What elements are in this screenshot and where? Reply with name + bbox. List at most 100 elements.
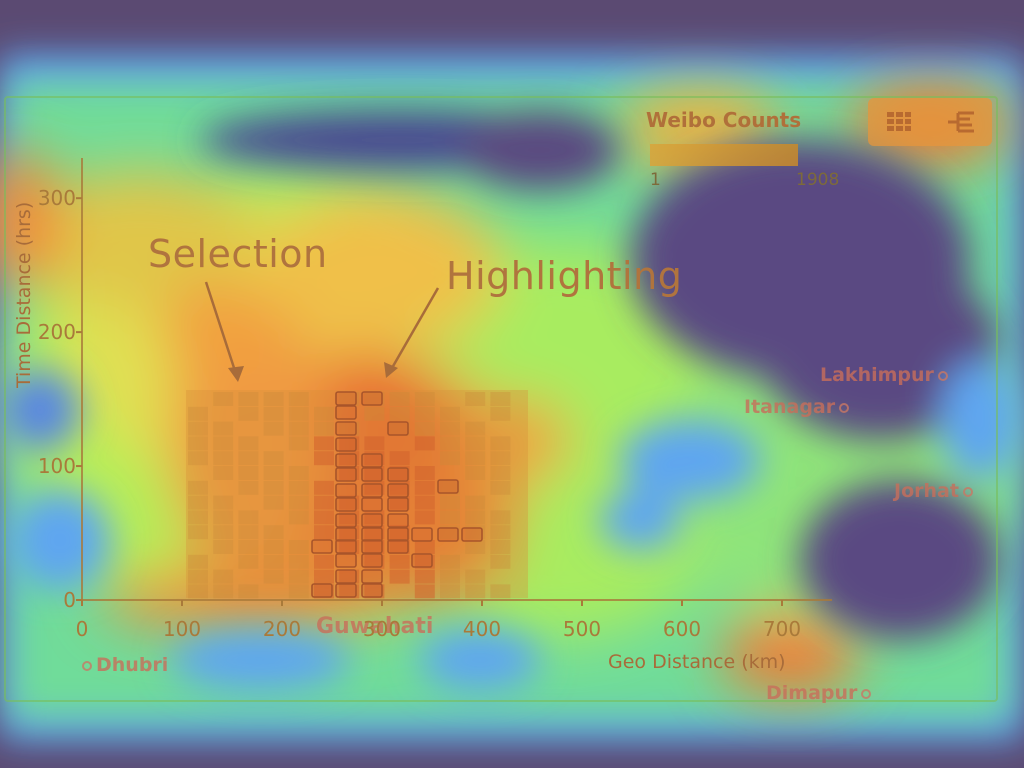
heatmap-cell[interactable]: [339, 392, 360, 406]
heatmap-cell[interactable]: [490, 480, 511, 495]
heatmap-cell[interactable]: [314, 510, 334, 525]
heatmap-cell[interactable]: [238, 540, 259, 554]
heatmap-cell[interactable]: [288, 466, 309, 480]
heatmap-cell[interactable]: [440, 584, 460, 599]
heatmap-cell[interactable]: [288, 406, 309, 421]
heatmap-cell[interactable]: [440, 421, 460, 436]
heatmap-cell[interactable]: [288, 392, 309, 406]
heatmap-cell[interactable]: [188, 569, 208, 584]
heatmap-cell[interactable]: [364, 554, 385, 569]
heatmap-cell[interactable]: [440, 436, 460, 451]
heatmap-cell[interactable]: [465, 540, 486, 554]
heatmap-cell[interactable]: [263, 466, 284, 480]
heatmap-cell[interactable]: [288, 540, 309, 554]
heatmap-cell[interactable]: [414, 510, 435, 525]
tree-view-button[interactable]: [939, 104, 983, 140]
heatmap-cell[interactable]: [490, 466, 511, 480]
heatmap-cell[interactable]: [465, 510, 486, 525]
heatmap-cell[interactable]: [263, 495, 284, 510]
heatmap-cell[interactable]: [364, 436, 385, 451]
heatmap-cell[interactable]: [238, 466, 259, 480]
heatmap-cell[interactable]: [465, 495, 486, 510]
heatmap-cell[interactable]: [263, 540, 284, 554]
heatmap-cell[interactable]: [389, 495, 410, 510]
heatmap-cell[interactable]: [314, 554, 334, 569]
heatmap-cell[interactable]: [188, 525, 208, 540]
heatmap-cell[interactable]: [465, 451, 486, 466]
heatmap-cell[interactable]: [263, 406, 284, 421]
heatmap-cell[interactable]: [465, 584, 486, 599]
heatmap-cell[interactable]: [339, 569, 360, 584]
heatmap-cell[interactable]: [490, 510, 511, 525]
heatmap-cell[interactable]: [238, 451, 259, 466]
heatmap-cell[interactable]: [389, 451, 410, 466]
heatmap-cell[interactable]: [389, 569, 410, 584]
heatmap-cell[interactable]: [288, 495, 309, 510]
heatmap-cell[interactable]: [490, 451, 511, 466]
heatmap-cell[interactable]: [389, 554, 410, 569]
heatmap-cell[interactable]: [213, 495, 234, 510]
heatmap-cell[interactable]: [263, 480, 284, 495]
heatmap-cell[interactable]: [465, 421, 486, 436]
heatmap-cell[interactable]: [414, 406, 435, 421]
heatmap-cell[interactable]: [465, 569, 486, 584]
heatmap-cell[interactable]: [213, 421, 234, 436]
heatmap-cell[interactable]: [213, 569, 234, 584]
heatmap-cell[interactable]: [490, 392, 511, 406]
heatmap-cell[interactable]: [263, 569, 284, 584]
heatmap-cell[interactable]: [188, 436, 208, 451]
heatmap-cell[interactable]: [263, 525, 284, 540]
heatmap-cell[interactable]: [414, 584, 435, 599]
heatmap-cell[interactable]: [414, 466, 435, 480]
heatmap-cell[interactable]: [238, 406, 259, 421]
grid-view-button[interactable]: [877, 104, 921, 140]
heatmap-cell[interactable]: [465, 466, 486, 480]
heatmap-cell[interactable]: [339, 540, 360, 554]
heatmap-cell[interactable]: [440, 554, 460, 569]
heatmap-cell[interactable]: [314, 421, 334, 436]
heatmap-cell[interactable]: [490, 436, 511, 451]
heatmap-cell[interactable]: [440, 510, 460, 525]
heatmap-cell[interactable]: [188, 554, 208, 569]
heatmap-cell[interactable]: [389, 406, 410, 421]
heatmap-cell[interactable]: [364, 406, 385, 421]
heatmap-cell[interactable]: [440, 480, 460, 495]
heatmap-cell[interactable]: [213, 451, 234, 466]
heatmap-cell[interactable]: [364, 392, 385, 406]
heatmap-cell[interactable]: [314, 569, 334, 584]
heatmap-cell[interactable]: [213, 510, 234, 525]
heatmap-cell[interactable]: [288, 569, 309, 584]
heatmap-cell[interactable]: [414, 421, 435, 436]
heatmap-cell[interactable]: [414, 436, 435, 451]
heatmap-cell[interactable]: [188, 584, 208, 599]
heatmap-cell[interactable]: [288, 554, 309, 569]
heatmap-cells[interactable]: [186, 390, 528, 599]
heatmap-cell[interactable]: [263, 392, 284, 406]
heatmap-cell[interactable]: [490, 540, 511, 554]
heatmap-cell[interactable]: [414, 569, 435, 584]
heatmap-cell[interactable]: [314, 584, 334, 599]
heatmap-cell[interactable]: [188, 451, 208, 466]
heatmap-cell[interactable]: [188, 495, 208, 510]
heatmap-cell[interactable]: [213, 525, 234, 540]
heatmap-cell[interactable]: [288, 421, 309, 436]
heatmap-cell[interactable]: [490, 406, 511, 421]
heatmap-cell[interactable]: [364, 540, 385, 554]
heatmap-cell[interactable]: [364, 584, 385, 599]
heatmap-cell[interactable]: [314, 406, 334, 421]
heatmap-cell[interactable]: [314, 451, 334, 466]
heatmap-cell[interactable]: [490, 554, 511, 569]
heatmap-cell[interactable]: [440, 495, 460, 510]
heatmap-cell[interactable]: [314, 436, 334, 451]
heatmap-cell[interactable]: [389, 540, 410, 554]
heatmap-cell[interactable]: [465, 436, 486, 451]
heatmap-cell[interactable]: [238, 480, 259, 495]
heatmap-cell[interactable]: [339, 466, 360, 480]
heatmap-cell[interactable]: [213, 392, 234, 406]
heatmap-cell[interactable]: [238, 584, 259, 599]
heatmap-cell[interactable]: [238, 554, 259, 569]
heatmap-cell[interactable]: [465, 392, 486, 406]
heatmap-cell[interactable]: [238, 510, 259, 525]
heatmap-cell[interactable]: [339, 436, 360, 451]
